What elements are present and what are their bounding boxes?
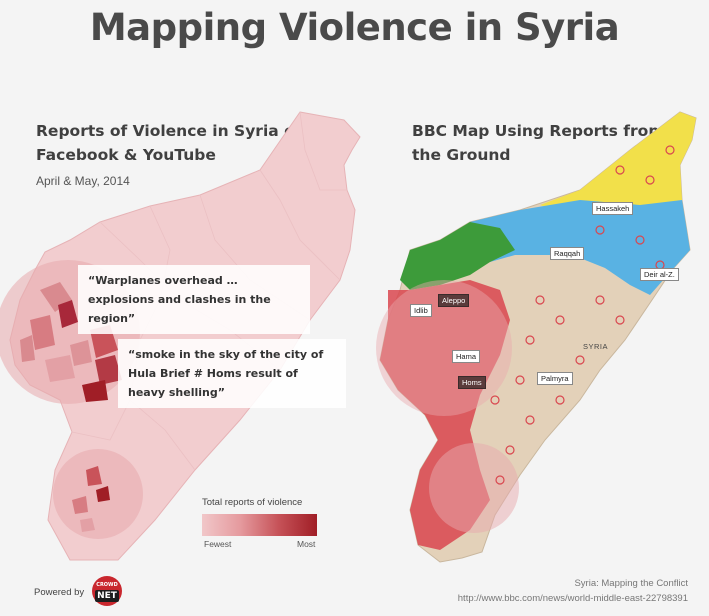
city-label-deir-al-zor: Deir al-Z.	[640, 268, 679, 281]
crowdnet-logo: CROWD NET	[92, 576, 122, 606]
legend-title: Total reports of violence	[202, 497, 303, 508]
left-syria-outline	[9, 111, 361, 561]
city-label-raqqah: Raqqah	[550, 247, 585, 260]
left-panel-subtitle: April & May, 2014	[36, 174, 130, 188]
logo-top-text: CROWD	[96, 582, 118, 588]
city-label-hassakeh: Hassakeh	[592, 202, 634, 215]
logo-net-text: NET	[95, 590, 119, 602]
facebook-quote-warplanes: “Warplanes overhead … explosions and cla…	[78, 265, 310, 334]
city-label-homs: Homs	[458, 376, 486, 389]
right-zone-kurdish	[540, 112, 696, 215]
left-map	[0, 111, 361, 561]
left-panel-title: Reports of Violence in Syria on Facebook…	[36, 122, 306, 164]
powered-by-label: Powered by	[34, 587, 85, 598]
facebook-quote-hula: “smoke in the sky of the city of Hula Br…	[118, 339, 346, 408]
city-label-palmyra: Palmyra	[537, 372, 573, 385]
country-label-syria: SYRIA	[583, 342, 609, 351]
source-url-link[interactable]: http://www.bbc.com/news/world-middle-eas…	[457, 593, 688, 604]
source-title: Syria: Mapping the Conflict	[574, 578, 688, 589]
right-map	[376, 111, 697, 563]
city-label-hama: Hama	[452, 350, 481, 363]
main-title: Mapping Violence in Syria	[89, 6, 620, 49]
right-clash-markers	[490, 145, 675, 485]
right-highlight-circle-south	[429, 443, 519, 533]
right-panel-title: BBC Map Using Reports from the Ground	[412, 122, 665, 164]
legend-min-label: Fewest	[204, 539, 232, 549]
city-label-aleppo: Aleppo	[438, 294, 470, 307]
legend-max-label: Most	[297, 539, 316, 549]
city-label-idlib: Idlib	[410, 304, 432, 317]
legend-color-scale	[202, 514, 317, 536]
right-zone-green	[400, 222, 515, 290]
